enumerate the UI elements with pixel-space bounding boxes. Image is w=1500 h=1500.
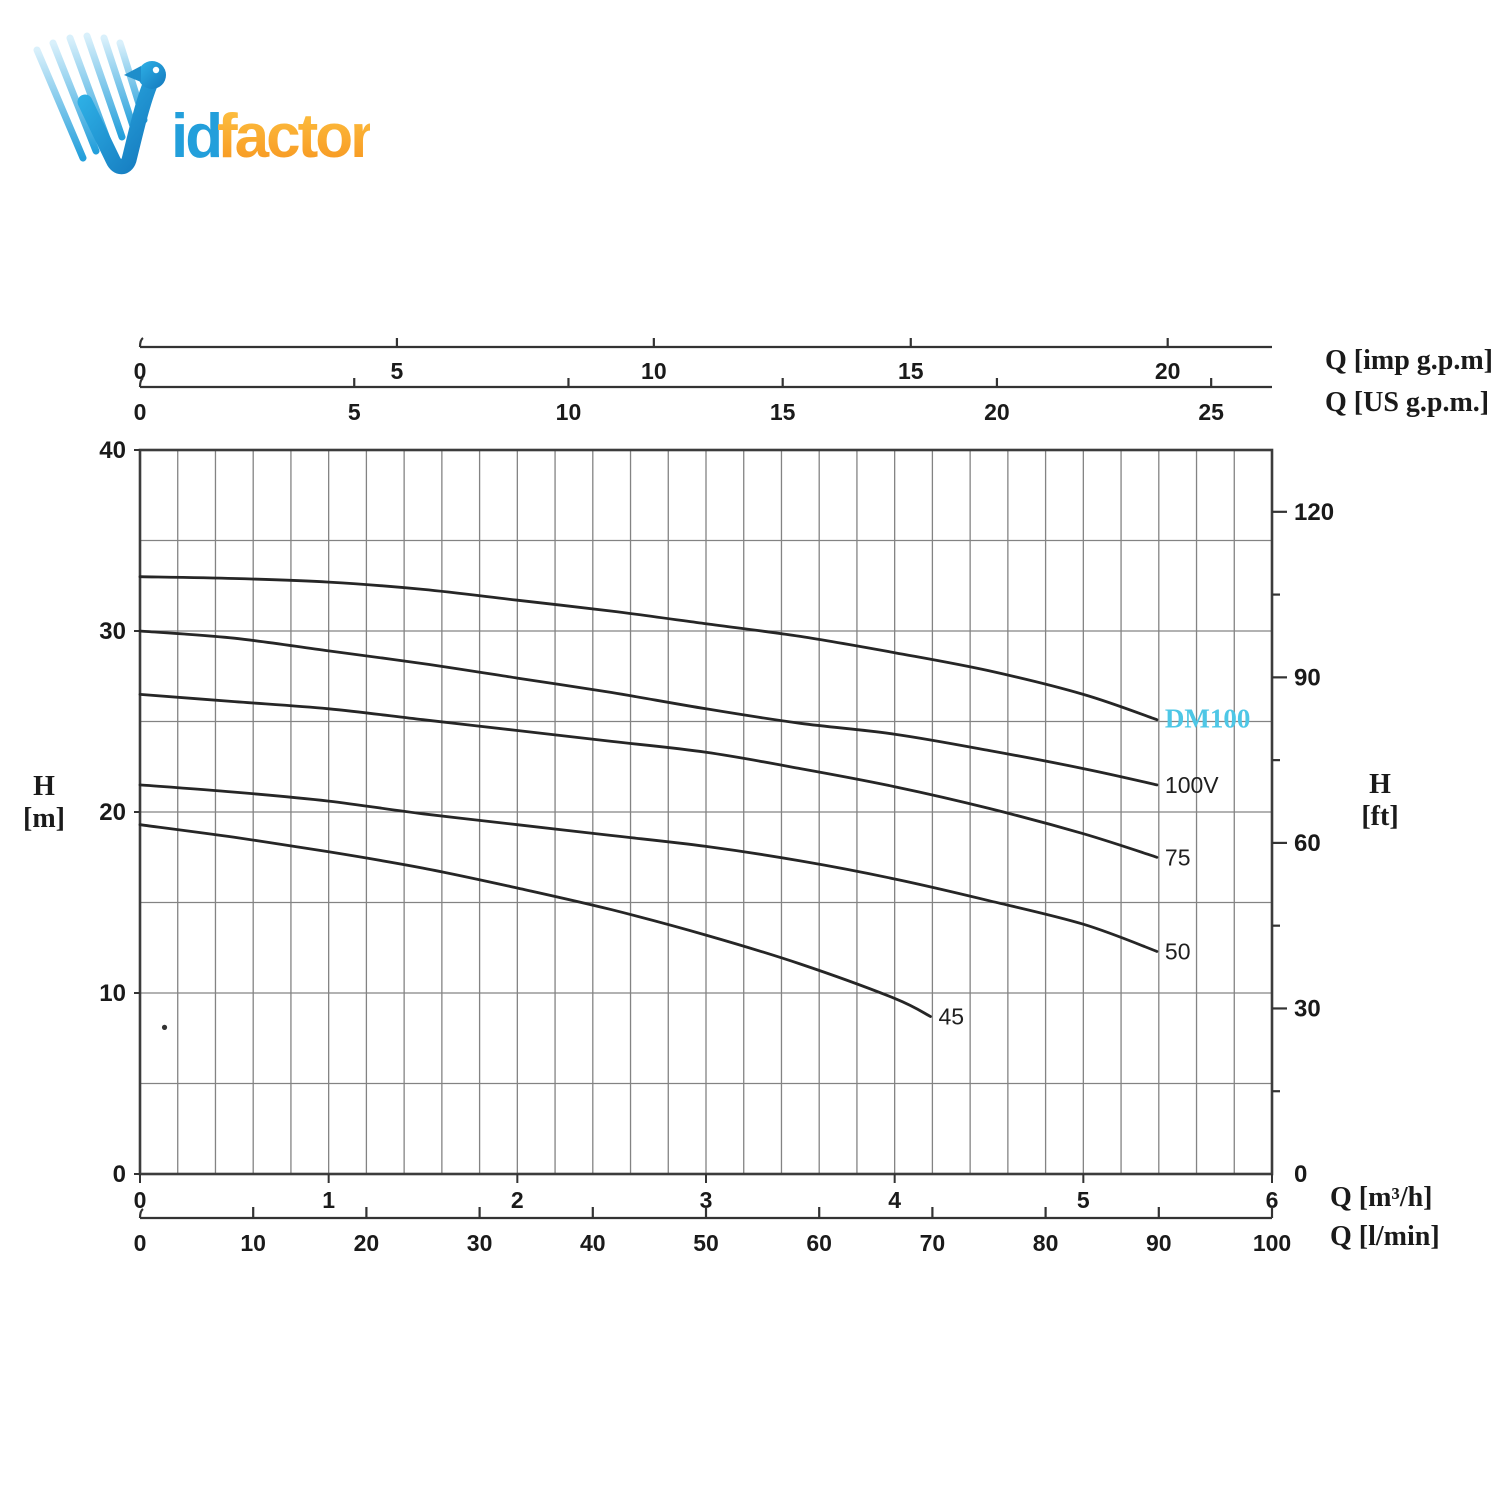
axis-hook-lmin bbox=[138, 1208, 144, 1219]
tick-label-lmin: 40 bbox=[580, 1230, 606, 1256]
tick-label-top_imp: 10 bbox=[641, 358, 667, 384]
tick-label-h-ft: 30 bbox=[1294, 995, 1321, 1022]
tick-label-h-m: 30 bbox=[99, 618, 126, 645]
axis-label-head-ft-unit: [ft] bbox=[1361, 801, 1399, 832]
tick-label-m3h: 1 bbox=[322, 1187, 335, 1213]
axis-label-imp-gpm: Q [imp g.p.m] bbox=[1325, 345, 1493, 376]
tick-label-lmin: 100 bbox=[1253, 1230, 1291, 1256]
vidfactor-logo: id factor bbox=[33, 32, 370, 175]
tick-label-h-ft: 60 bbox=[1294, 830, 1321, 857]
axis-hook-top_imp bbox=[138, 337, 144, 348]
bird-icon bbox=[77, 61, 166, 175]
tick-label-h-ft: 0 bbox=[1294, 1161, 1307, 1188]
logo-text-factor: factor bbox=[217, 102, 370, 171]
tick-label-top_imp: 0 bbox=[134, 358, 147, 384]
tick-label-lmin: 50 bbox=[693, 1230, 719, 1256]
curve-label-100V: 100V bbox=[1165, 772, 1219, 798]
tick-label-top_us: 0 bbox=[134, 399, 147, 425]
tick-label-top_imp: 20 bbox=[1155, 358, 1181, 384]
tick-label-lmin: 90 bbox=[1146, 1230, 1172, 1256]
tick-label-top_us: 15 bbox=[770, 399, 796, 425]
curve-label-50: 50 bbox=[1165, 938, 1191, 964]
tick-label-m3h: 6 bbox=[1266, 1187, 1279, 1213]
logo-text-id: id bbox=[171, 102, 220, 171]
tick-label-m3h: 2 bbox=[511, 1187, 524, 1213]
tick-label-h-m: 10 bbox=[99, 980, 126, 1007]
curve-label-DM100: DM100 bbox=[1165, 704, 1250, 734]
stray-dot bbox=[161, 1024, 168, 1030]
tick-label-m3h: 5 bbox=[1077, 1187, 1090, 1213]
axis-label-head-m-symbol: H bbox=[33, 771, 55, 802]
axis-label-m3h: Q [m³/h] bbox=[1330, 1182, 1433, 1213]
tick-label-m3h: 3 bbox=[700, 1187, 713, 1213]
tick-label-lmin: 60 bbox=[806, 1230, 832, 1256]
tick-label-h-m: 0 bbox=[113, 1161, 126, 1188]
curve-label-45: 45 bbox=[939, 1004, 965, 1030]
wing-feathers-icon bbox=[33, 32, 148, 162]
axis-label-lmin: Q [l/min] bbox=[1330, 1221, 1440, 1252]
axis-label-head-ft-symbol: H bbox=[1369, 769, 1391, 800]
curve-100V bbox=[138, 629, 1159, 787]
tick-label-lmin: 30 bbox=[467, 1230, 493, 1256]
curve-75 bbox=[138, 693, 1159, 859]
axis-label-head-m-unit: [m] bbox=[23, 803, 65, 834]
curve-DM100 bbox=[138, 575, 1159, 722]
tick-label-top_us: 5 bbox=[348, 399, 361, 425]
axis-label-us-gpm: Q [US g.p.m.] bbox=[1325, 387, 1490, 418]
tick-label-top_us: 20 bbox=[984, 399, 1010, 425]
tick-label-lmin: 0 bbox=[134, 1230, 147, 1256]
tick-label-h-ft: 120 bbox=[1294, 499, 1334, 526]
tick-label-h-ft: 90 bbox=[1294, 664, 1321, 691]
tick-label-lmin: 70 bbox=[920, 1230, 946, 1256]
curve-45 bbox=[138, 823, 932, 1018]
tick-label-h-m: 20 bbox=[99, 799, 126, 826]
tick-label-h-m: 40 bbox=[99, 437, 126, 464]
axis-hook-top_us bbox=[138, 377, 144, 388]
tick-label-lmin: 20 bbox=[354, 1230, 380, 1256]
tick-label-top_imp: 5 bbox=[391, 358, 404, 384]
curve-label-75: 75 bbox=[1165, 844, 1191, 870]
axis-label-head-ft: H [ft] bbox=[1350, 769, 1410, 833]
tick-label-top_us: 25 bbox=[1198, 399, 1224, 425]
tick-label-lmin: 10 bbox=[240, 1230, 266, 1256]
axis-label-head-m: H [m] bbox=[14, 771, 74, 835]
tick-label-top_us: 10 bbox=[556, 399, 582, 425]
curve-50 bbox=[138, 783, 1159, 953]
tick-label-top_imp: 15 bbox=[898, 358, 924, 384]
tick-label-lmin: 80 bbox=[1033, 1230, 1059, 1256]
tick-label-m3h: 0 bbox=[134, 1187, 147, 1213]
tick-label-m3h: 4 bbox=[888, 1187, 901, 1213]
